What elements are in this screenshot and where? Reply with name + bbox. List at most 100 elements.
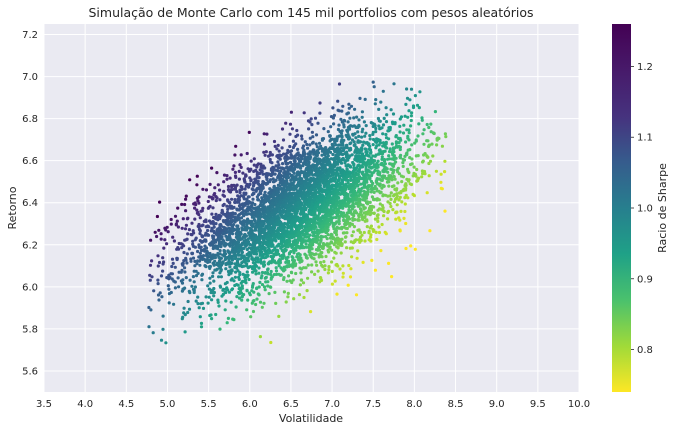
scatter-point (188, 278, 192, 282)
scatter-point (361, 173, 365, 177)
scatter-point (230, 277, 234, 281)
scatter-point (282, 230, 286, 234)
scatter-point (184, 258, 188, 262)
scatter-point (368, 200, 372, 204)
scatter-point (364, 147, 368, 151)
scatter-point (299, 271, 303, 275)
scatter-point (371, 154, 375, 158)
scatter-point (378, 148, 382, 153)
scatter-point (268, 285, 272, 289)
scatter-point (262, 142, 267, 146)
scatter-point (291, 243, 295, 247)
scatter-point (263, 153, 267, 157)
scatter-point (331, 178, 335, 183)
scatter-point (346, 193, 350, 197)
scatter-point (382, 116, 386, 120)
scatter-point (296, 173, 300, 177)
scatter-point (439, 180, 443, 184)
scatter-point (381, 132, 385, 136)
scatter-point (156, 254, 160, 258)
scatter-point (289, 110, 293, 114)
scatter-point (240, 251, 244, 255)
scatter-point (344, 235, 348, 239)
scatter-point (369, 211, 374, 215)
scatter-point (212, 279, 216, 283)
scatter-point (183, 266, 187, 270)
scatter-point (227, 233, 231, 238)
scatter-point (398, 147, 402, 152)
scatter-point (176, 206, 180, 210)
scatter-point (331, 200, 335, 204)
scatter-point (273, 248, 278, 252)
scatter-point (155, 234, 159, 239)
scatter-point (314, 133, 319, 137)
scatter-point (287, 184, 292, 188)
scatter-point (339, 146, 344, 150)
scatter-point (157, 298, 161, 302)
scatter-point (206, 284, 210, 288)
scatter-point (282, 175, 286, 179)
scatter-point (356, 139, 360, 143)
scatter-point (407, 109, 411, 113)
scatter-point (369, 156, 373, 160)
scatter-point (161, 269, 165, 273)
scatter-point (204, 239, 208, 243)
scatter-point (266, 209, 270, 213)
scatter-point (187, 228, 191, 232)
scatter-point (327, 168, 331, 172)
scatter-point (321, 214, 325, 218)
scatter-point (165, 276, 169, 280)
scatter-point (274, 301, 278, 305)
scatter-point (160, 295, 164, 299)
scatter-point (284, 121, 288, 125)
scatter-point (285, 279, 289, 283)
scatter-point (307, 127, 311, 131)
scatter-point (242, 258, 247, 262)
scatter-point (359, 238, 363, 243)
scatter-point (374, 180, 378, 184)
scatter-point (324, 254, 328, 259)
scatter-point (316, 238, 320, 242)
scatter-point (288, 279, 292, 283)
scatter-point (346, 215, 350, 219)
scatter-point (404, 221, 408, 226)
scatter-point (420, 116, 424, 120)
scatter-point (434, 169, 438, 173)
scatter-point (207, 195, 211, 199)
scatter-point (196, 295, 200, 299)
scatter-point (164, 341, 168, 345)
scatter-point (302, 111, 306, 115)
scatter-point (271, 180, 275, 184)
scatter-point (381, 193, 385, 197)
scatter-point (357, 228, 361, 232)
scatter-point (291, 240, 295, 244)
scatter-point (377, 107, 381, 111)
scatter-point (188, 291, 192, 295)
scatter-point (311, 140, 315, 144)
scatter-point (413, 247, 417, 251)
scatter-point (234, 305, 238, 309)
scatter-point (316, 235, 320, 239)
scatter-point (204, 295, 208, 299)
scatter-point (372, 85, 376, 89)
scatter-point (294, 271, 298, 276)
scatter-point (412, 165, 416, 169)
scatter-point (252, 157, 256, 161)
scatter-point (228, 213, 232, 217)
scatter-point (401, 164, 405, 168)
scatter-point (206, 301, 210, 305)
scatter-point (281, 200, 285, 205)
scatter-point (233, 174, 238, 178)
scatter-point (365, 178, 369, 182)
scatter-point (232, 164, 236, 168)
scatter-point (283, 268, 287, 272)
scatter-point (369, 233, 373, 237)
scatter-point (363, 163, 368, 167)
scatter-point (257, 271, 261, 275)
scatter-point (401, 131, 406, 135)
scatter-point (312, 197, 316, 201)
scatter-point (306, 276, 310, 280)
scatter-point (206, 228, 210, 233)
scatter-point (336, 207, 341, 211)
scatter-point (206, 199, 210, 204)
